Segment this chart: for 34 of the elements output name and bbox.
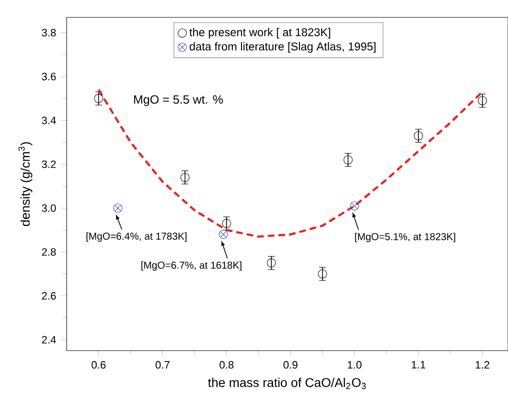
annotation: [MgO=5.1%, at 1823K] [355,232,456,242]
x-tick-label: 0.9 [284,361,298,369]
y-tick-label: 3.4 [42,116,56,124]
point [344,155,353,164]
x-axis-title: the mass ratio of CaO/Al$_{2}$O$_{3}$ [208,378,366,390]
point [113,204,122,213]
legend-label: data from literature [Slag Atlas, 1995] [190,42,376,53]
y-axis-title: density (g/cm$^{3}$) [18,142,32,226]
x-tick-label: 1.2 [476,361,490,369]
point [350,201,360,210]
x-tick-label: 1.1 [412,361,426,368]
annotation: [MgO=6.4%, at 1783K] [86,232,187,242]
point [414,131,423,140]
x-tick-label: 0.8 [220,361,234,369]
legend-label: the present work [ at 1823K] [189,28,330,38]
y-tick-label: 2.4 [42,336,56,344]
y-tick-label: 2.6 [42,292,56,300]
annotation: MgO = 5.5 wt. % [134,95,223,106]
x-tick-label: 0.6 [92,361,106,369]
y-tick-label: 3.8 [42,28,56,36]
point [222,218,232,228]
x-tick-label: 1.0 [348,361,362,369]
point [218,230,228,239]
x-tick-label: 0.7 [156,361,170,369]
y-tick-label: 2.8 [42,248,56,256]
y-tick-label: 3.2 [42,160,56,168]
point [180,172,190,182]
y-tick-label: 3.6 [42,72,56,80]
point [94,94,104,104]
annotation: [MgO=6.7%, at 1618K] [141,261,242,271]
point [266,258,276,268]
y-tick-label: 3.0 [42,204,56,212]
point [478,96,487,106]
point [318,269,328,278]
